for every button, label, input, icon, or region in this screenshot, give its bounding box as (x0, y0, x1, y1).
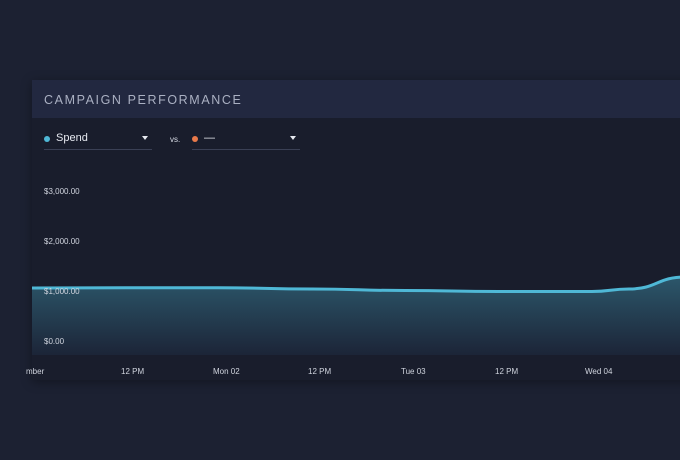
comparison-metric-color-dot (192, 136, 198, 142)
primary-metric-dropdown[interactable]: Spend (44, 131, 152, 150)
chart-canvas (32, 275, 680, 355)
chevron-down-icon (290, 136, 296, 140)
spend-series-line (32, 275, 680, 293)
spend-chart: $0.00 $1,000.00 $2,000.00 $3,000.00 mber 12 P… (26, 187, 680, 380)
y-axis-tick-label: $2,000.00 (44, 237, 80, 246)
spend-area-fill (32, 277, 680, 355)
x-axis-tick-label: 12 PM (495, 367, 519, 376)
x-axis-tick-label: mber (26, 367, 45, 376)
x-axis-tick-label: Mon 02 (213, 367, 240, 376)
primary-metric-label: Spend (56, 132, 88, 144)
comparison-metric-label: — (204, 132, 215, 144)
campaign-performance-card: CAMPAIGN PERFORMANCE Spend vs. — $0.00 $1… (26, 80, 680, 380)
comparison-separator: vs. (170, 135, 181, 144)
y-axis-tick-label: $1,000.00 (44, 287, 80, 296)
comparison-metric-dropdown[interactable]: — (192, 131, 300, 150)
x-axis-tick-label: 12 PM (308, 367, 332, 376)
y-axis-tick-label: $0.00 (44, 337, 65, 346)
card-title: CAMPAIGN PERFORMANCE (44, 93, 243, 107)
y-axis-tick-label: $3,000.00 (44, 187, 80, 196)
x-axis-tick-label: Tue 03 (401, 367, 426, 376)
card-header: CAMPAIGN PERFORMANCE (32, 80, 680, 118)
x-axis-tick-label: 12 PM (121, 367, 145, 376)
primary-metric-color-dot (44, 136, 50, 142)
chevron-down-icon (142, 136, 148, 140)
x-axis-tick-label: Wed 04 (585, 367, 613, 376)
